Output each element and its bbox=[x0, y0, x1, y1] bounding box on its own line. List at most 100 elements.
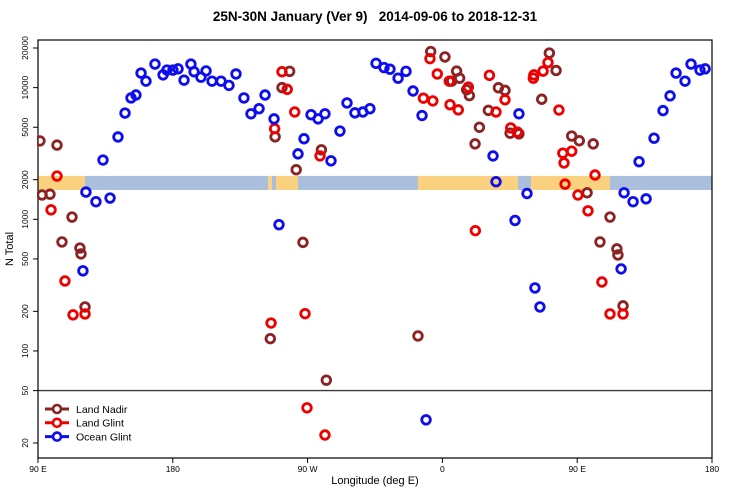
data-point-ocean-glint bbox=[392, 72, 404, 84]
data-point-land-glint bbox=[589, 169, 601, 181]
y-tick-label: 2000 bbox=[20, 170, 30, 189]
y-tick-label: 1000 bbox=[20, 210, 30, 229]
x-tick-label: 90 W bbox=[298, 464, 318, 474]
data-point-ocean-glint bbox=[325, 155, 337, 167]
legend-marker bbox=[51, 431, 63, 442]
surface-band-land bbox=[275, 175, 299, 190]
legend-marker bbox=[51, 403, 63, 415]
data-point-land-glint bbox=[553, 104, 565, 116]
y-tick-label: 5000 bbox=[20, 118, 30, 137]
data-point-ocean-glint bbox=[670, 67, 682, 79]
data-point-land-glint bbox=[511, 126, 523, 138]
data-point-ocean-glint bbox=[292, 148, 304, 160]
data-point-ocean-glint bbox=[135, 67, 147, 79]
data-point-land-nadir bbox=[439, 51, 451, 63]
data-point-ocean-glint bbox=[206, 75, 218, 87]
x-tick-label: 90 E bbox=[29, 464, 47, 474]
data-point-land-glint bbox=[431, 68, 444, 80]
data-point-ocean-glint bbox=[312, 113, 324, 125]
y-tick-label: 100 bbox=[20, 344, 30, 358]
data-point-ocean-glint bbox=[657, 104, 669, 117]
data-point-ocean-glint bbox=[200, 65, 212, 77]
data-point-land-glint bbox=[452, 104, 464, 116]
data-point-land-nadir bbox=[320, 374, 333, 386]
data-point-ocean-glint bbox=[334, 125, 346, 137]
data-point-land-glint bbox=[444, 98, 456, 111]
data-point-land-nadir bbox=[604, 211, 616, 223]
data-point-ocean-glint bbox=[513, 108, 525, 120]
data-point-ocean-glint bbox=[341, 97, 353, 109]
data-point-ocean-glint bbox=[273, 218, 285, 231]
y-tick-label: 20000 bbox=[20, 36, 30, 60]
y-tick-label: 50 bbox=[20, 386, 30, 396]
data-point-ocean-glint bbox=[529, 282, 541, 294]
data-point-ocean-glint bbox=[298, 133, 310, 145]
data-point-land-glint bbox=[301, 402, 313, 414]
data-point-land-nadir bbox=[315, 144, 328, 156]
data-point-ocean-glint bbox=[245, 108, 257, 120]
data-point-ocean-glint bbox=[80, 186, 92, 198]
data-point-ocean-glint bbox=[378, 61, 390, 74]
data-point-ocean-glint bbox=[90, 196, 102, 208]
data-point-land-glint bbox=[299, 307, 311, 320]
y-tick-label: 10000 bbox=[20, 76, 30, 100]
data-point-land-glint bbox=[557, 147, 569, 159]
data-point-land-nadir bbox=[37, 135, 46, 147]
data-point-ocean-glint bbox=[648, 132, 660, 144]
data-point-land-glint bbox=[565, 145, 578, 157]
x-tick-label: 90 E bbox=[568, 464, 586, 474]
data-point-land-nadir bbox=[79, 301, 91, 313]
data-point-land-glint bbox=[604, 308, 616, 320]
data-point-ocean-glint bbox=[615, 263, 627, 275]
legend-label: Ocean Glint bbox=[76, 431, 132, 443]
surface-band-land bbox=[417, 175, 519, 190]
surface-band-ocean bbox=[271, 175, 276, 190]
plot-border bbox=[37, 39, 713, 459]
data-point-land-nadir bbox=[473, 121, 486, 133]
surface-band-ocean bbox=[85, 175, 269, 190]
data-point-land-nadir bbox=[594, 236, 606, 248]
data-point-ocean-glint bbox=[188, 66, 200, 78]
data-point-land-glint bbox=[469, 224, 482, 237]
surface-band-land bbox=[268, 175, 272, 190]
surface-band-land bbox=[38, 175, 86, 190]
data-point-ocean-glint bbox=[223, 79, 235, 92]
legend-label: Land Glint bbox=[76, 418, 124, 430]
data-point-land-nadir bbox=[543, 47, 556, 59]
data-point-ocean-glint bbox=[420, 414, 432, 426]
data-point-land-glint bbox=[276, 66, 288, 78]
data-point-ocean-glint bbox=[259, 89, 271, 101]
data-point-ocean-glint bbox=[640, 193, 652, 205]
data-point-land-nadir bbox=[297, 236, 309, 249]
data-point-ocean-glint bbox=[130, 89, 142, 101]
x-axis-label: Longitude (deg E) bbox=[331, 475, 418, 487]
data-point-ocean-glint bbox=[268, 113, 280, 125]
data-point-land-glint bbox=[542, 56, 554, 69]
data-point-land-glint bbox=[281, 83, 293, 96]
data-point-land-nadir bbox=[51, 139, 63, 151]
data-point-land-glint bbox=[289, 106, 301, 118]
data-point-land-nadir bbox=[276, 81, 288, 94]
data-point-land-glint bbox=[490, 106, 502, 118]
data-point-ocean-glint bbox=[490, 175, 502, 188]
data-point-land-glint bbox=[483, 69, 496, 82]
data-point-ocean-glint bbox=[627, 196, 639, 208]
data-point-ocean-glint bbox=[172, 63, 184, 75]
data-point-ocean-glint bbox=[319, 108, 331, 120]
surface-band-ocean bbox=[610, 175, 712, 190]
data-point-land-glint bbox=[59, 275, 71, 287]
data-point-ocean-glint bbox=[119, 107, 131, 119]
data-point-land-glint bbox=[319, 429, 331, 441]
data-point-ocean-glint bbox=[77, 265, 89, 277]
data-point-land-glint bbox=[559, 178, 571, 190]
data-point-land-nadir bbox=[74, 242, 86, 254]
data-point-ocean-glint bbox=[521, 187, 533, 200]
data-point-ocean-glint bbox=[161, 64, 173, 76]
x-tick-label: 180 bbox=[166, 464, 180, 474]
data-point-land-nadir bbox=[264, 332, 277, 345]
data-point-ocean-glint bbox=[238, 92, 250, 104]
data-point-land-glint bbox=[67, 309, 79, 321]
data-point-ocean-glint bbox=[253, 102, 265, 115]
data-point-land-glint bbox=[596, 276, 608, 288]
